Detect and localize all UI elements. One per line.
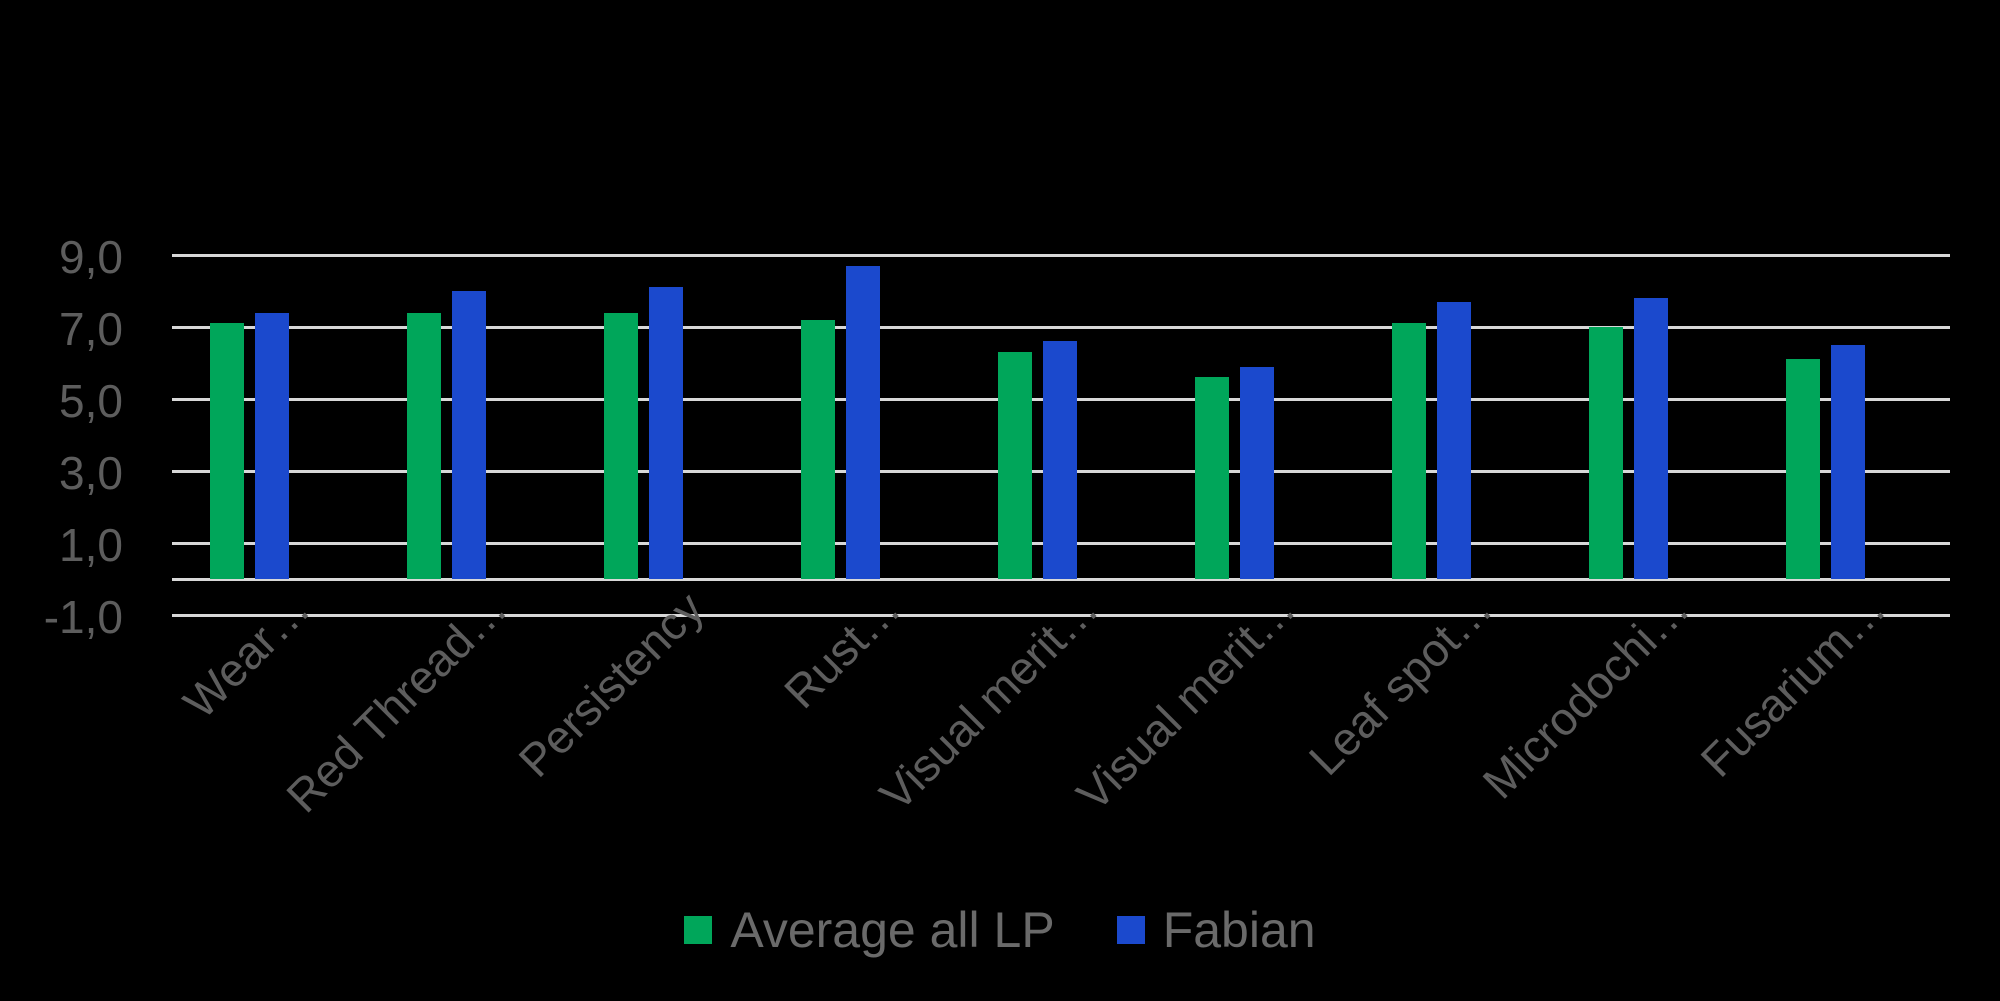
bar-fabian-7 [1633, 298, 1668, 579]
legend-item-average-all-lp: Average all LP [684, 902, 1055, 958]
y-axis-tick-label-3: 3,0 [59, 447, 123, 499]
x-axis-category-label-3: Rust… [774, 581, 911, 719]
gridline--1 [172, 613, 1950, 617]
y-axis-tick-label-2: 5,0 [59, 375, 123, 427]
legend-swatch-average-all-lp [684, 916, 713, 944]
bar-fabian-1 [451, 291, 486, 579]
bar-fabian-8 [1830, 345, 1865, 579]
x-axis-zero-line [172, 577, 1950, 581]
bar-average-all-lp-6 [1391, 323, 1426, 579]
bar-average-all-lp-7 [1588, 327, 1623, 579]
legend: Average all LP Fabian [0, 901, 2000, 959]
bar-average-all-lp-3 [800, 319, 835, 579]
x-axis-category-label-7: Microdochi… [1472, 581, 1699, 809]
x-axis-category-label-0: Wear… [173, 581, 320, 729]
bar-fabian-6 [1436, 301, 1471, 579]
bar-fabian-2 [648, 287, 683, 579]
y-axis-tick-label-5: -1,0 [43, 591, 123, 643]
legend-label-fabian: Fabian [1162, 902, 1316, 958]
bar-average-all-lp-5 [1194, 377, 1229, 579]
bar-fabian-3 [845, 265, 880, 579]
gridline-9 [172, 253, 1950, 257]
bar-fabian-0 [254, 312, 289, 579]
bar-average-all-lp-2 [603, 312, 638, 579]
legend-swatch-fabian [1116, 916, 1145, 944]
y-axis-tick-label-1: 7,0 [59, 303, 123, 355]
y-axis-tick-label-0: 9,0 [59, 231, 123, 283]
bar-average-all-lp-4 [997, 352, 1032, 579]
legend-label-average-all-lp: Average all LP [730, 902, 1055, 958]
legend-item-fabian: Fabian [1116, 902, 1316, 958]
bar-average-all-lp-8 [1785, 359, 1820, 579]
bar-fabian-5 [1239, 366, 1274, 579]
y-axis-tick-label-4: 1,0 [59, 519, 123, 571]
gridline-7 [172, 325, 1950, 329]
bar-fabian-4 [1042, 341, 1077, 579]
bar-average-all-lp-1 [406, 312, 441, 579]
bar-average-all-lp-0 [209, 323, 244, 579]
